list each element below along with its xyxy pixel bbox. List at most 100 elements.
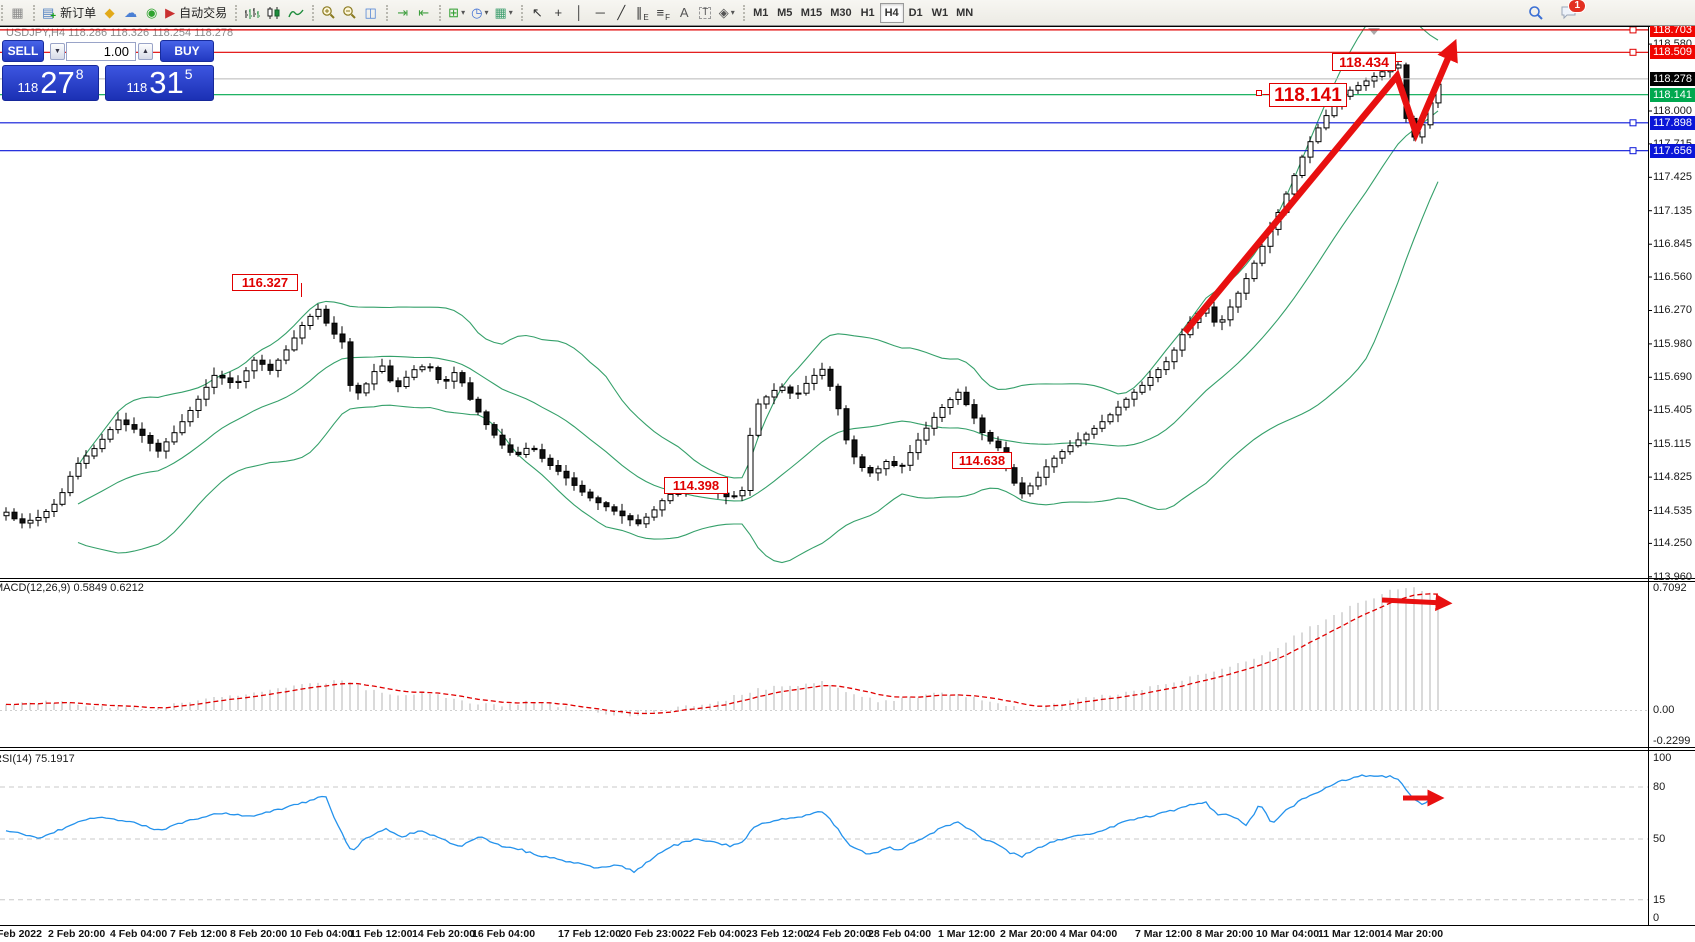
one-click-trading-panel: SELL ▼ ▲ BUY 118 27 8 118 31 5: [2, 40, 214, 101]
cursor-tool[interactable]: ↖: [531, 5, 543, 20]
time-axis-label: 4 Feb 04:00: [110, 928, 168, 940]
toolbar-group: ⊞ ▾ ◷ ▾ ▦ ▾: [438, 1, 520, 25]
time-axis-label: 28 Feb 04:00: [868, 928, 932, 940]
price-axis-tick: 115.980: [1653, 337, 1692, 350]
templates-icon[interactable]: ▦ ▾: [494, 5, 513, 20]
annotation-116327[interactable]: 116.327: [232, 274, 298, 291]
volume-input[interactable]: [66, 42, 136, 61]
time-axis-label: 2 Mar 20:00: [1000, 928, 1058, 940]
chart-shift-marker-icon: [1368, 28, 1380, 35]
annotation-118141[interactable]: 118.141: [1269, 83, 1347, 107]
price-badge-118278: 118.278: [1650, 71, 1695, 86]
rsi-scale-label: 100: [1653, 752, 1672, 764]
price-axis-tick: 114.825: [1653, 471, 1692, 484]
zoom-in-icon[interactable]: [318, 2, 339, 23]
fibonacci-tool[interactable]: ≡ F: [656, 5, 670, 22]
timeframe-button-m1[interactable]: M1: [753, 6, 769, 19]
time-axis-label: 1 Mar 12:00: [938, 928, 996, 940]
annotation-114398[interactable]: 114.398: [664, 477, 728, 494]
auto-scroll-icon[interactable]: ⇥: [397, 5, 409, 20]
volume-decrease-button[interactable]: ▼: [50, 43, 65, 60]
annotation-leader: [1263, 94, 1270, 95]
timeframe-button-mn[interactable]: MN: [956, 6, 974, 19]
new-order-button[interactable]: ▤ + 新订单: [42, 5, 97, 22]
line-chart-icon[interactable]: [285, 2, 307, 23]
rsi-scale-label: 15: [1653, 893, 1666, 906]
vertical-line-tool[interactable]: │: [575, 5, 584, 20]
price-axis-tick: 116.560: [1653, 271, 1692, 284]
text-tool[interactable]: A: [679, 5, 689, 20]
hline-drag-marker[interactable]: [1256, 90, 1262, 96]
time-axis-label: 2 Feb 20:00: [48, 928, 106, 940]
time-axis-label: 10 Feb 04:00: [290, 928, 354, 940]
time-axis-label: 10 Mar 04:00: [1256, 928, 1320, 940]
chart-window-icon[interactable]: ▦: [11, 5, 24, 20]
signals-icon[interactable]: ◉: [145, 5, 158, 20]
volume-increase-button[interactable]: ▲: [138, 43, 153, 60]
timeframe-button-h4[interactable]: H4: [879, 2, 904, 23]
buy-button[interactable]: BUY: [160, 40, 214, 62]
time-axis-label: 14 Mar 20:00: [1380, 928, 1444, 940]
zoom-out-icon[interactable]: [339, 2, 360, 23]
equidistant-channel-tool[interactable]: ∥ E: [635, 5, 649, 22]
timeframe-button-w1[interactable]: W1: [931, 6, 949, 19]
mql5-community-icon[interactable]: ☁: [124, 5, 138, 20]
sell-price-quote[interactable]: 118 27 8: [2, 65, 99, 101]
toolbar-group: ⇥ ⇤: [385, 1, 438, 25]
time-axis-label: 23 Feb 12:00: [746, 928, 810, 940]
price-axis-tick: 118.000: [1653, 105, 1692, 117]
annotation-leader: [1396, 61, 1402, 62]
timeframe-button-m30[interactable]: M30: [830, 6, 852, 19]
notification-count: 1: [1568, 0, 1586, 13]
toolbar-group: ▤ + 新订单 ◆ ☁ ◉ ▶ 自动交易: [32, 1, 234, 25]
sell-button[interactable]: SELL: [2, 40, 44, 62]
tile-windows-icon[interactable]: ◫: [364, 5, 377, 20]
time-axis-label: 7 Mar 12:00: [1135, 928, 1193, 940]
timeframe-group: M1 M5 M15 M30 H1 H4 D1 W1 MN: [742, 1, 981, 25]
price-axis-tick: 117.135: [1653, 204, 1692, 217]
toolbar-group: ↖ + │ ─ ╱ ∥ E ≡ F A T ◈ ▾: [520, 1, 742, 25]
annotation-114638[interactable]: 114.638: [952, 452, 1012, 469]
toolbar-group: ▦: [0, 1, 32, 25]
metaeditor-icon[interactable]: ◆: [104, 5, 115, 20]
price-badge-117898: 117.898: [1650, 115, 1695, 130]
crosshair-tool[interactable]: +: [554, 5, 563, 20]
timeframe-button-d1[interactable]: D1: [908, 6, 923, 19]
toolbar: ▦ ▤ + 新订单 ◆ ☁ ◉ ▶ 自动交易 ◫ ⇥ ⇤ ⊞ ▾ ◷ ▾ ▦ ▾ ↖ + │ ─ ╱ ∥ E ≡ F A T ◈ ▾ M1 M5…: [0, 0, 1695, 26]
chart-shift-icon[interactable]: ⇤: [418, 5, 430, 20]
annotation-118434[interactable]: 118.434: [1332, 53, 1396, 71]
periods-icon[interactable]: ◷ ▾: [471, 5, 489, 20]
price-axis-tick: 116.845: [1653, 238, 1692, 251]
price-axis-tick: 114.535: [1653, 504, 1692, 517]
search-icon[interactable]: [1525, 2, 1547, 23]
price-axis-tick: 113.960: [1653, 570, 1692, 583]
bar-chart-icon[interactable]: [241, 2, 263, 23]
text-label-tool[interactable]: T: [695, 2, 716, 23]
time-axis-label: Feb 2022: [0, 928, 42, 940]
autotrading-button[interactable]: ▶ 自动交易: [165, 5, 228, 20]
time-axis-label: 4 Mar 04:00: [1060, 928, 1118, 940]
time-axis-label: 24 Feb 20:00: [808, 928, 872, 940]
macd-scale-label: -0.2299: [1653, 735, 1691, 747]
price-badge-117656: 117.656: [1650, 143, 1695, 158]
macd-label: MACD(12,26,9) 0.5849 0.6212: [0, 582, 144, 594]
buy-price-big: 31: [149, 65, 184, 100]
arrows-tool[interactable]: ◈ ▾: [718, 5, 735, 20]
toolbar-group: ◫: [311, 1, 385, 25]
time-axis-label: 11 Mar 12:00: [1318, 928, 1381, 940]
notifications-icon[interactable]: 1: [1557, 0, 1586, 23]
timeframe-button-h1[interactable]: H1: [860, 6, 875, 19]
rsi-scale-label: 80: [1653, 781, 1666, 793]
time-axis-label: 11 Feb 12:00: [350, 928, 413, 940]
price-badge-118509: 118.509: [1650, 45, 1695, 60]
timeframe-button-m5[interactable]: M5: [777, 6, 793, 19]
horizontal-line-tool[interactable]: ─: [595, 5, 605, 20]
new-chart-icon[interactable]: ⊞ ▾: [448, 5, 466, 20]
timeframe-button-m15[interactable]: M15: [800, 6, 823, 19]
time-axis-label: 8 Mar 20:00: [1196, 928, 1254, 940]
trendline-tool[interactable]: ╱: [617, 5, 626, 20]
toolbar-group: [234, 1, 311, 25]
candlestick-chart-icon[interactable]: [263, 2, 285, 23]
buy-price-quote[interactable]: 118 31 5: [105, 65, 214, 101]
